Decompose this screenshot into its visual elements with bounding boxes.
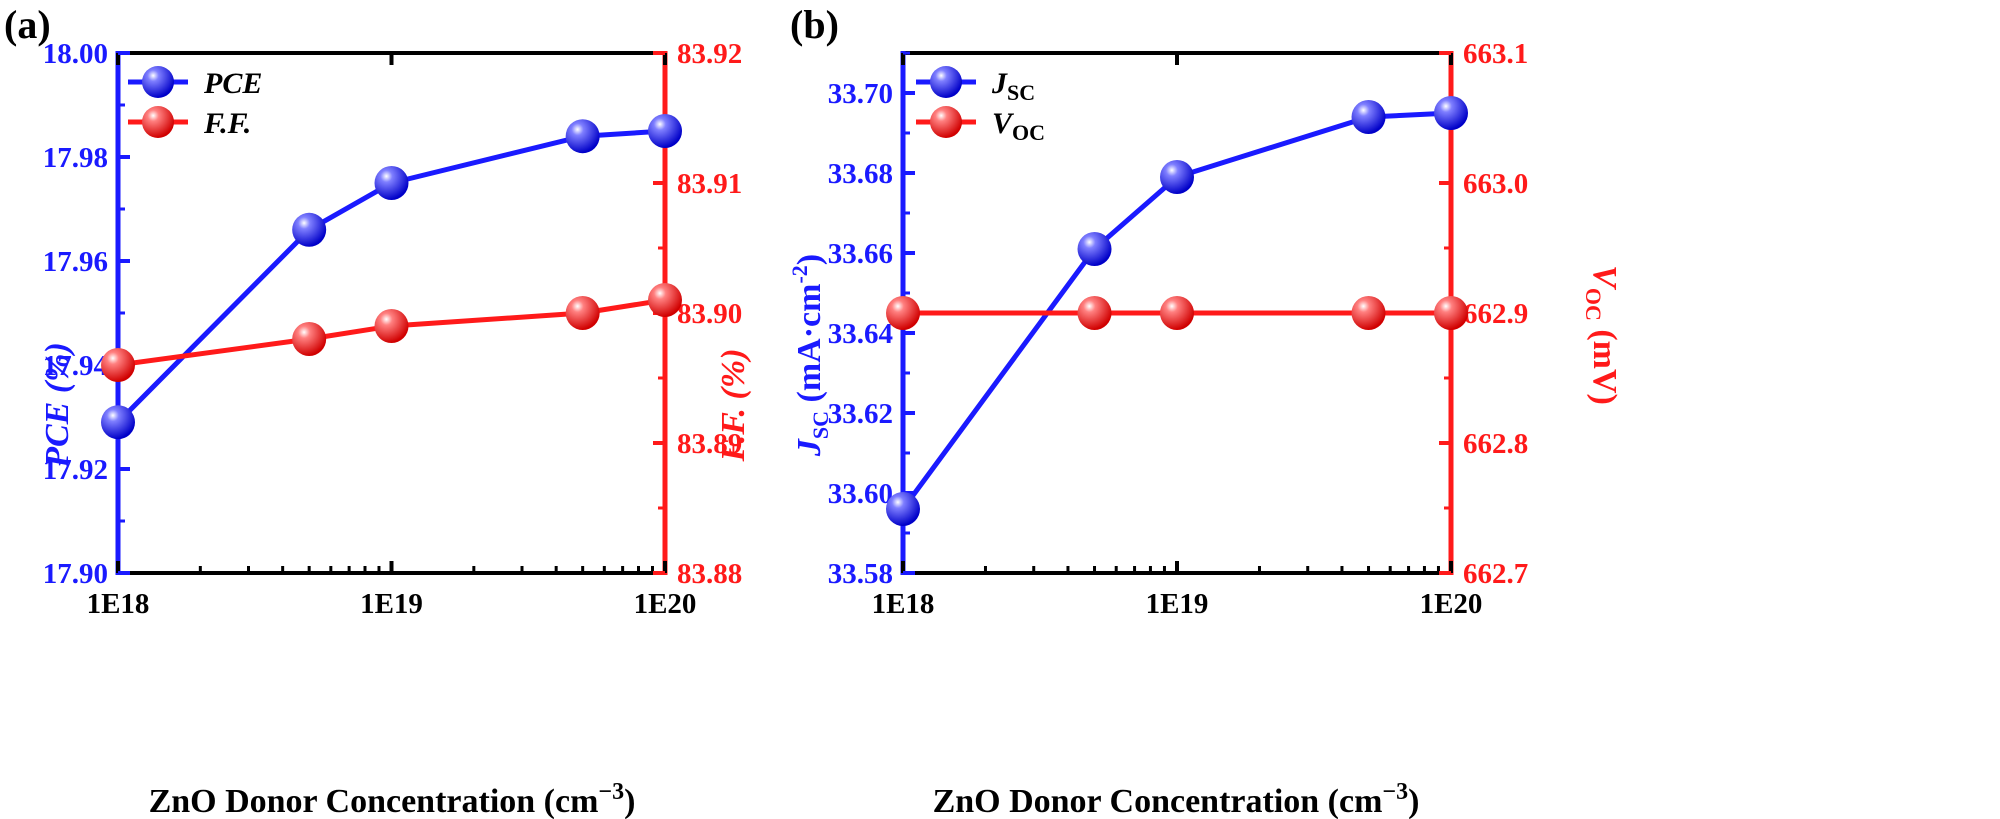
data-point-1 xyxy=(374,309,409,343)
y-right-tick-label: 83.88 xyxy=(677,558,742,590)
legend-jsc-label: JSC xyxy=(991,67,1035,105)
panel-b-y-left-label: JSC (mA·cm-2) xyxy=(787,254,833,457)
panel-a-x-label-main: ZnO Donor Concentration (cm xyxy=(149,783,599,819)
data-point-1 xyxy=(648,283,682,317)
panel-a-x-label-sup: −3 xyxy=(598,779,624,805)
data-point-0 xyxy=(374,166,409,200)
panel-b-letter: (b) xyxy=(790,2,839,47)
data-point-1 xyxy=(1077,296,1112,330)
data-point-0 xyxy=(565,119,600,154)
y-right-tick-label: 662.8 xyxy=(1463,428,1528,460)
legend-pce-label: PCE xyxy=(203,67,262,100)
y-right-tick-label: 662.7 xyxy=(1463,558,1528,590)
y-left-tick-label: 17.90 xyxy=(43,558,108,590)
y-left-tick-label: 33.58 xyxy=(828,558,893,590)
panel-a-x-label: ZnO Donor Concentration (cm−3) xyxy=(149,779,636,819)
data-point-0 xyxy=(1351,100,1386,134)
panel-a-markers xyxy=(101,114,682,440)
legend-jsc-marker xyxy=(930,66,962,98)
data-point-1 xyxy=(565,296,600,330)
panel-b-y-left-label-rest: (mA·cm xyxy=(791,284,828,411)
y-left-tick-label: 33.68 xyxy=(828,158,893,190)
legend-ff-marker xyxy=(142,106,174,138)
y-left-tick-label: 17.92 xyxy=(43,454,108,486)
panel-b-y-left-label-main: J xyxy=(791,438,828,457)
panel-b-y-right-label: VOC (mV) xyxy=(1581,265,1623,405)
data-point-0 xyxy=(1077,232,1112,266)
legend-jsc-sub: SC xyxy=(1007,80,1035,105)
panel-b-x-label-end: ) xyxy=(1408,783,1419,819)
panel-a-axes: 1E18 1E19 1E20 17.90 17.92 17.94 17.96 17.98 18.… xyxy=(43,38,743,620)
data-point-1 xyxy=(292,322,327,356)
y-right-tick-label: 83.92 xyxy=(677,38,742,70)
y-right-tick-label: 663.0 xyxy=(1463,168,1528,200)
panel-a-y-right-label: F.F. (%) xyxy=(715,348,752,462)
legend-pce-marker xyxy=(142,66,174,98)
panel-b-y-right-label-rest: (mV) xyxy=(1586,321,1623,405)
y-right-tick-label: 83.89 xyxy=(677,428,742,460)
data-point-0 xyxy=(1434,96,1468,130)
panel-b-legend: JSC VOC xyxy=(916,66,1045,145)
legend-jsc-main: J xyxy=(991,67,1008,100)
data-point-0 xyxy=(1160,160,1194,194)
data-point-1 xyxy=(1160,296,1194,330)
panel-a-letter: (a) xyxy=(4,2,51,47)
x-tick-label: 1E20 xyxy=(634,588,697,620)
panel-a-x-label-end: ) xyxy=(624,783,635,819)
y-left-tick-label: 33.60 xyxy=(828,478,893,510)
y-left-tick-label: 33.66 xyxy=(828,238,893,270)
x-tick-label: 1E19 xyxy=(360,588,423,620)
panel-b-y-left-label-end: ) xyxy=(791,254,828,265)
panel-a-legend: PCE F.F. xyxy=(128,66,262,140)
data-point-0 xyxy=(648,114,682,148)
panel-b-markers xyxy=(886,96,1468,526)
panel-b-axes: 1E18 1E19 1E20 33.58 33.60 33.62 33.64 33.66 33.… xyxy=(828,38,1529,620)
y-left-tick-label: 33.62 xyxy=(828,398,893,430)
x-tick-label: 1E19 xyxy=(1146,588,1209,620)
panel-b: (b) 1E18 1E19 1E20 33.58 33.60 33.62 33.64 33.6… xyxy=(787,2,1623,819)
data-point-0 xyxy=(101,405,135,440)
legend-voc-label: VOC xyxy=(992,107,1045,145)
panel-b-x-label: ZnO Donor Concentration (cm−3) xyxy=(933,779,1420,819)
y-left-tick-label: 33.70 xyxy=(828,78,893,110)
data-point-0 xyxy=(886,492,920,526)
x-tick-label: 1E18 xyxy=(872,588,935,620)
y-right-tick-label: 83.91 xyxy=(677,168,742,200)
legend-ff-label: F.F. xyxy=(203,107,251,140)
panel-a-y-left-label: PCE (%) xyxy=(39,342,76,469)
y-left-tick-label: 17.98 xyxy=(43,142,108,174)
x-tick-label: 1E20 xyxy=(1420,588,1483,620)
panel-b-y-right-label-sub: OC xyxy=(1581,288,1606,321)
data-point-1 xyxy=(1351,296,1386,330)
y-right-tick-label: 663.1 xyxy=(1463,38,1528,70)
legend-voc-main: V xyxy=(992,107,1015,140)
y-left-tick-label: 17.96 xyxy=(43,246,108,278)
panel-a: (a) 1E18 1E19 1E20 17.90 17.92 17.94 17.96 17.9… xyxy=(4,2,752,819)
panel-b-x-label-sup: −3 xyxy=(1382,779,1408,805)
data-point-0 xyxy=(292,212,327,247)
legend-voc-marker xyxy=(930,106,962,138)
x-tick-label: 1E18 xyxy=(87,588,150,620)
panel-b-y-right-label-main: V xyxy=(1586,265,1623,290)
data-point-1 xyxy=(886,296,920,330)
panel-b-y-left-label-sub: SC xyxy=(808,411,833,439)
y-left-tick-label: 18.00 xyxy=(43,38,108,70)
data-point-1 xyxy=(101,348,135,382)
legend-voc-sub: OC xyxy=(1012,120,1045,145)
data-point-1 xyxy=(1434,296,1468,330)
y-left-tick-label: 33.64 xyxy=(828,318,893,350)
panel-b-x-label-main: ZnO Donor Concentration (cm xyxy=(933,783,1383,819)
y-left-tick-label: 17.94 xyxy=(43,350,108,382)
y-right-tick-label: 83.90 xyxy=(677,298,742,330)
y-right-tick-label: 662.9 xyxy=(1463,298,1528,330)
panel-b-y-left-label-sup: -2 xyxy=(787,265,812,283)
